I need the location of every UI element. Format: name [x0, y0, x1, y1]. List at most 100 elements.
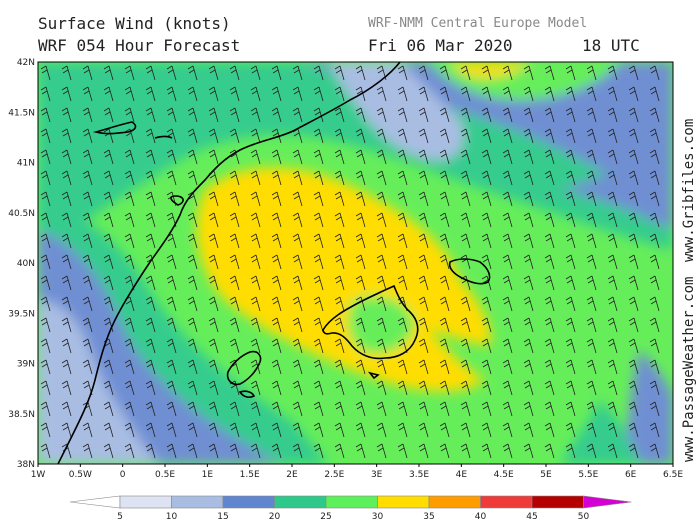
wind-barb	[229, 212, 240, 228]
wind-barb	[250, 317, 261, 333]
wind-barb	[103, 443, 114, 459]
wind-barb	[355, 254, 366, 270]
wind-barb	[628, 422, 639, 438]
wind-barb	[418, 338, 429, 354]
wind-barb	[187, 443, 198, 459]
wind-barb	[607, 149, 618, 165]
wind-barb	[82, 422, 93, 438]
wind-barb	[649, 191, 660, 207]
wind-barb	[40, 317, 51, 333]
wind-barb	[145, 233, 156, 249]
wind-barb	[208, 275, 219, 291]
wind-barb	[187, 380, 198, 396]
latitude-tick-label: 39.5N	[8, 309, 35, 319]
wind-barb	[502, 65, 513, 81]
wind-barb	[187, 149, 198, 165]
latitude-tick-label: 38.5N	[8, 410, 35, 420]
wind-barb	[439, 65, 450, 81]
wind-barb	[376, 233, 387, 249]
wind-barb	[544, 149, 555, 165]
wind-barb	[61, 401, 72, 417]
wind-barb	[502, 233, 513, 249]
wind-barb	[355, 191, 366, 207]
wind-barb	[544, 380, 555, 396]
wind-barb	[124, 359, 135, 375]
wind-barb	[124, 443, 135, 459]
wind-barb	[523, 128, 534, 144]
wind-barb	[376, 254, 387, 270]
wind-barb	[250, 107, 261, 123]
wind-barb	[649, 380, 660, 396]
wind-barb	[565, 191, 576, 207]
wind-barb	[565, 65, 576, 81]
wind-barb	[418, 380, 429, 396]
wind-barb	[61, 233, 72, 249]
wind-barb	[397, 254, 408, 270]
wind-barb	[145, 359, 156, 375]
wind-barb	[271, 149, 282, 165]
wind-barb	[649, 317, 660, 333]
wind-barb	[103, 359, 114, 375]
wind-barb	[628, 233, 639, 249]
legend-swatch	[428, 495, 481, 509]
wind-barb	[649, 128, 660, 144]
wind-barb	[103, 170, 114, 186]
wind-barb	[397, 128, 408, 144]
wind-barb	[607, 233, 618, 249]
wind-barb	[439, 149, 450, 165]
wind-barb	[565, 170, 576, 186]
wind-barb	[166, 359, 177, 375]
credit-gribfiles: www.Gribfiles.com	[681, 119, 697, 262]
wind-barb	[439, 233, 450, 249]
wind-barb	[439, 212, 450, 228]
wind-barb	[502, 380, 513, 396]
wind-barb	[565, 212, 576, 228]
wind-field	[38, 62, 673, 464]
wind-barb	[145, 296, 156, 312]
wind-barb	[313, 191, 324, 207]
wind-barb	[334, 443, 345, 459]
wind-barb	[292, 254, 303, 270]
wind-barb	[271, 359, 282, 375]
wind-barb	[544, 443, 555, 459]
wind-barb	[502, 191, 513, 207]
wind-barb	[250, 275, 261, 291]
wind-barb	[40, 170, 51, 186]
wind-barb	[82, 65, 93, 81]
wind-barb	[460, 170, 471, 186]
wind-barb	[61, 65, 72, 81]
wind-barb	[565, 317, 576, 333]
wind-barb	[418, 191, 429, 207]
wind-barb	[544, 254, 555, 270]
wind-barb	[628, 65, 639, 81]
wind-barb	[40, 296, 51, 312]
wind-barb	[649, 275, 660, 291]
wind-barb	[124, 254, 135, 270]
wind-barb	[502, 254, 513, 270]
wind-barb	[145, 65, 156, 81]
wind-barb	[250, 212, 261, 228]
wind-barb	[145, 170, 156, 186]
wind-barb	[376, 212, 387, 228]
wind-barb	[103, 254, 114, 270]
wind-barb	[565, 128, 576, 144]
wind-barb	[82, 86, 93, 102]
wind-barb	[418, 254, 429, 270]
wind-barb	[355, 422, 366, 438]
wind-barb	[523, 65, 534, 81]
wind-barb	[439, 254, 450, 270]
wind-barb	[397, 107, 408, 123]
latitude-tick-label: 41.5N	[8, 108, 35, 118]
wind-barb	[628, 149, 639, 165]
wind-barb	[271, 317, 282, 333]
wind-barb	[40, 443, 51, 459]
wind-barb	[124, 401, 135, 417]
wind-barb	[250, 443, 261, 459]
wind-barb	[166, 380, 177, 396]
wind-barb	[439, 317, 450, 333]
wind-barb	[250, 191, 261, 207]
wind-barb	[61, 317, 72, 333]
wind-barb	[229, 107, 240, 123]
wind-barb	[208, 212, 219, 228]
wind-barb	[355, 149, 366, 165]
